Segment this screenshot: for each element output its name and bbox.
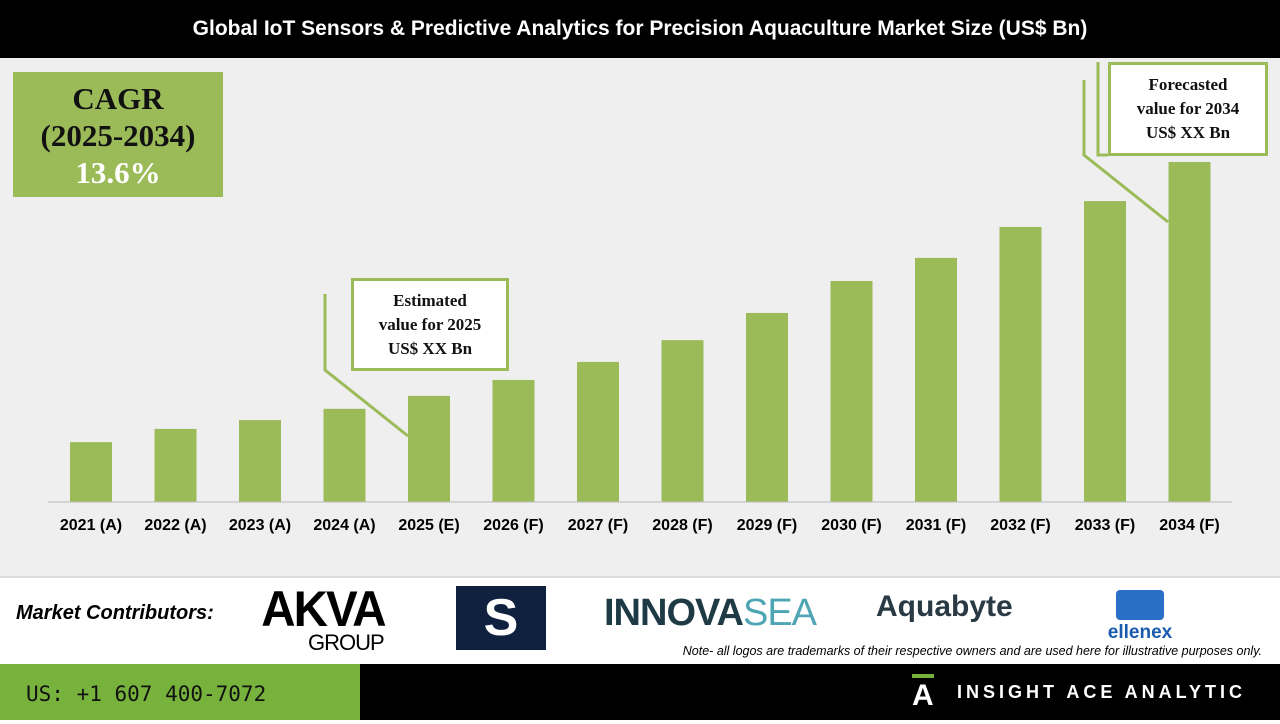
cagr-period: (2025-2034) (40, 118, 196, 153)
innovasea-logo: INNOVASEA (604, 592, 817, 635)
x-tick-label: 2022 (A) (144, 517, 206, 534)
bar-11 (999, 226, 1042, 502)
bar-9 (830, 281, 873, 502)
chart-title: Global IoT Sensors & Predictive Analytic… (0, 0, 1280, 58)
innova-text: INNOVA (604, 592, 744, 634)
forecast-connector-outer (1096, 62, 1108, 157)
aquabyte-logo: Aquabyte (876, 590, 1013, 623)
callout-line: Estimated (393, 290, 467, 310)
estimated-callout: Estimated value for 2025 US$ XX Bn (351, 278, 509, 371)
bar-7 (661, 340, 704, 502)
bar-6 (577, 361, 619, 502)
phone-number: US: +1 607 400-7072 (0, 664, 360, 720)
trademark-note: Note- all logos are trademarks of their … (682, 644, 1262, 658)
forecast-connector (1082, 80, 1169, 224)
akva-group-logo-text: GROUP (308, 630, 385, 655)
brand-name: INSIGHT ACE ANALYTIC (956, 682, 1246, 702)
ellenex-logo: ellenex (1075, 590, 1205, 644)
x-tick-label: 2026 (F) (483, 517, 543, 534)
callout-line: US$ XX Bn (1145, 123, 1231, 142)
bar-2 (239, 420, 281, 502)
callout-connectors (323, 62, 1169, 438)
bar-0 (70, 442, 112, 502)
x-tick-label: 2021 (A) (60, 517, 122, 534)
contributors-label: Market Contributors: (16, 602, 214, 624)
bar-4 (408, 395, 450, 502)
bar-chart: 2021 (A) 2022 (A) 2023 (A) 2024 (A) 2025 (E)… (48, 62, 1232, 534)
insight-ace-logo-icon: A (912, 674, 934, 712)
x-tick-label: 2028 (F) (652, 517, 712, 534)
callout-line: Forecasted (1148, 75, 1228, 94)
market-contributors: Market Contributors: AKVA GROUP S INNOVA… (0, 576, 1280, 664)
x-tick-label: 2025 (E) (398, 517, 459, 534)
x-tick-label: 2033 (F) (1075, 517, 1135, 534)
bar-8 (746, 312, 788, 502)
cagr-label: CAGR (72, 81, 164, 116)
x-tick-label: 2031 (F) (906, 517, 966, 534)
x-tick-label: 2032 (F) (990, 517, 1050, 534)
x-tick-label: 2034 (F) (1159, 517, 1219, 534)
bar-12 (1084, 201, 1126, 502)
cagr-box: CAGR (2025-2034) 13.6% (13, 72, 223, 197)
cagr-value: 13.6% (75, 155, 161, 190)
callout-line: US$ XX Bn (387, 338, 473, 358)
estimated-connector (323, 294, 409, 438)
callout-line: value for 2025 (378, 314, 482, 334)
plot-area: 2021 (A) 2022 (A) 2023 (A) 2024 (A) 2025 (E)… (0, 58, 1280, 576)
callout-line: value for 2034 (1136, 99, 1240, 118)
sea-text: SEA (742, 592, 817, 634)
akva-logo: AKVA (261, 581, 386, 637)
footer-brand-bar: A INSIGHT ACE ANALYTIC (360, 664, 1280, 720)
bar-13 (1168, 162, 1211, 502)
s-logo: S (456, 586, 546, 650)
x-tick-label: 2029 (F) (737, 517, 797, 534)
x-tick-label: 2023 (A) (229, 517, 291, 534)
x-tick-label: 2027 (F) (568, 517, 628, 534)
ellenex-mark-icon (1116, 590, 1164, 620)
bar-1 (154, 428, 197, 502)
x-tick-label: 2030 (F) (821, 517, 881, 534)
bar-3 (323, 408, 366, 502)
ellenex-text: ellenex (1107, 622, 1173, 643)
bar-5 (492, 379, 535, 502)
forecast-callout: Forecasted value for 2034 US$ XX Bn (1108, 62, 1268, 156)
bar-10 (915, 257, 957, 502)
x-tick-label: 2024 (A) (313, 517, 375, 534)
